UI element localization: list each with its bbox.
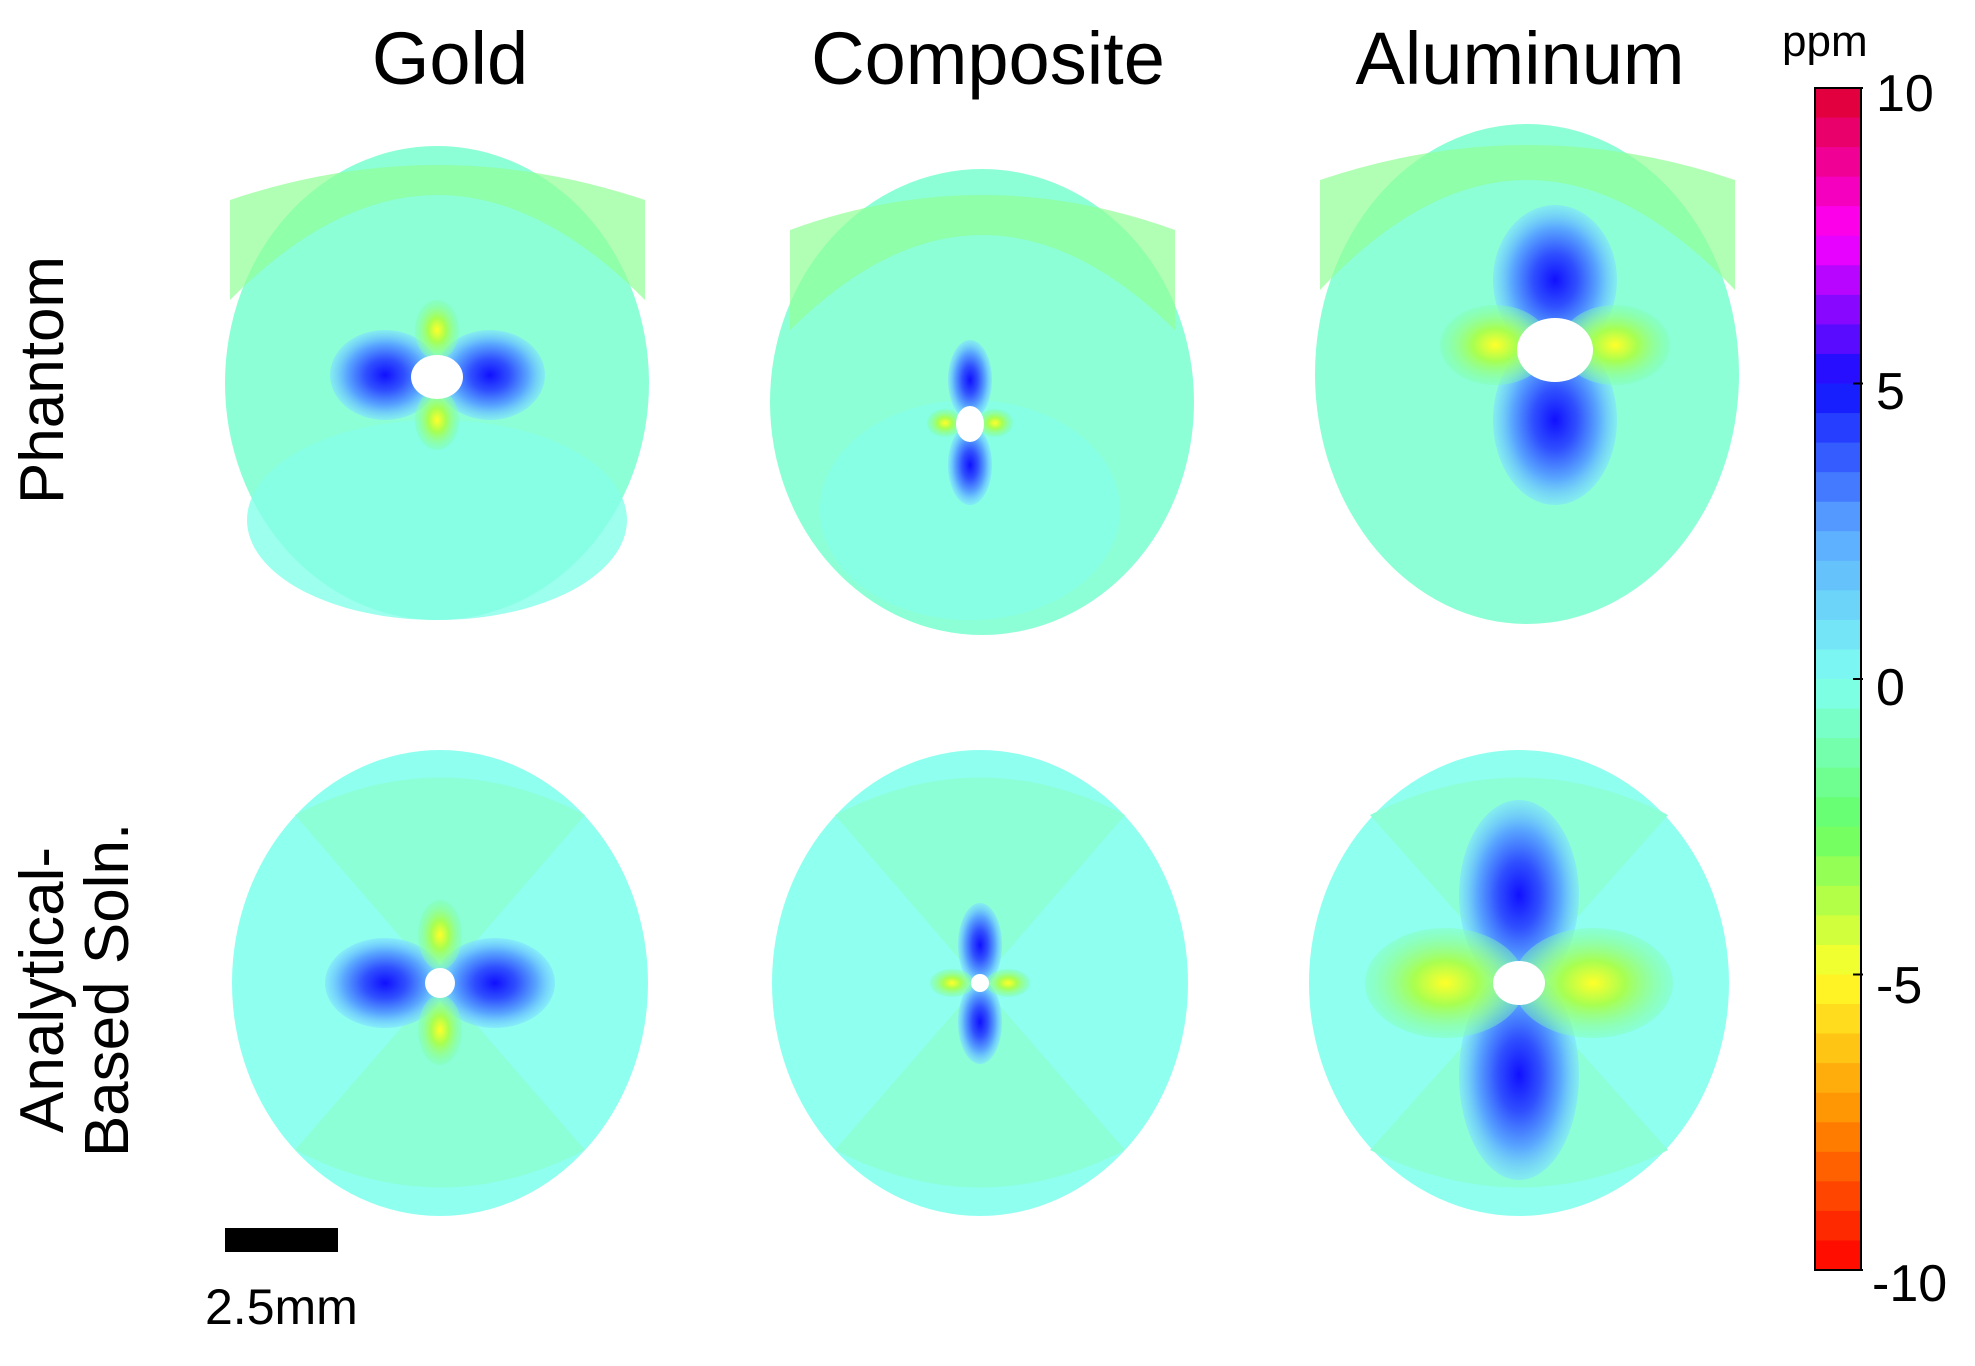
colorbar-step: [1815, 324, 1861, 355]
colorbar-step: [1815, 1063, 1861, 1094]
colorbar-step: [1815, 649, 1861, 680]
colorbar-step: [1815, 590, 1861, 621]
map-phantom-composite: [770, 169, 1194, 635]
scale-bar-label: 2.5mm: [205, 1279, 358, 1335]
colorbar-tick-label: 5: [1876, 363, 1905, 421]
colorbar-tick-label: -10: [1872, 1255, 1948, 1313]
colorbar-step: [1815, 1181, 1861, 1212]
map-analytical-composite: [772, 750, 1188, 1216]
colorbar-step: [1815, 147, 1861, 178]
colorbar-step: [1815, 501, 1861, 532]
colorbar-step: [1815, 1151, 1861, 1182]
colorbar-step: [1815, 1033, 1861, 1064]
colorbar-step: [1815, 974, 1861, 1005]
column-title-gold: Gold: [371, 17, 529, 100]
colorbar-step: [1815, 413, 1861, 444]
colorbar-step: [1815, 1210, 1861, 1242]
colorbar-step: [1815, 1004, 1861, 1035]
colorbar-tick-label: 0: [1876, 659, 1905, 717]
colorbar-step: [1815, 1240, 1861, 1271]
colorbar-step: [1815, 383, 1861, 414]
colorbar: [1814, 87, 1862, 1271]
colorbar-ticks: [1853, 87, 1863, 1271]
map-phantom-aluminum: [1315, 124, 1739, 624]
colorbar-step: [1815, 1122, 1861, 1153]
colorbar-step: [1815, 944, 1861, 976]
colorbar-step: [1815, 265, 1861, 296]
colorbar-step: [1815, 797, 1861, 828]
colorbar-step: [1815, 826, 1861, 857]
colorbar-step: [1815, 531, 1861, 562]
colorbar-step: [1815, 353, 1861, 385]
colorbar-step: [1815, 294, 1861, 325]
colorbar-tick-label: 10: [1876, 65, 1934, 123]
colorbar-step: [1815, 1092, 1861, 1123]
colorbar-step: [1815, 856, 1861, 887]
column-title-aluminum: Aluminum: [1355, 17, 1685, 100]
map-analytical-aluminum: [1309, 750, 1729, 1216]
colorbar-step: [1815, 235, 1861, 266]
colorbar-step: [1815, 472, 1861, 503]
colorbar-step: [1815, 738, 1861, 769]
colorbar-step: [1815, 679, 1861, 710]
column-title-composite: Composite: [811, 17, 1165, 100]
scale-bar: [225, 1228, 338, 1252]
colorbar-tick-label: -5: [1876, 957, 1923, 1015]
colorbar-step: [1815, 206, 1861, 237]
colorbar-step: [1815, 915, 1861, 946]
colorbar-step: [1815, 619, 1861, 651]
colorbar-step: [1815, 708, 1861, 739]
map-phantom-gold: [225, 146, 649, 620]
colorbar-step: [1815, 117, 1861, 148]
colorbar-step: [1815, 885, 1861, 916]
colorbar-unit: ppm: [1782, 17, 1868, 66]
map-analytical-gold: [232, 750, 648, 1216]
colorbar-step: [1815, 767, 1861, 798]
colorbar-step: [1815, 88, 1861, 119]
colorbar-step: [1815, 176, 1861, 207]
colorbar-step: [1815, 442, 1861, 473]
colorbar-step: [1815, 560, 1861, 591]
